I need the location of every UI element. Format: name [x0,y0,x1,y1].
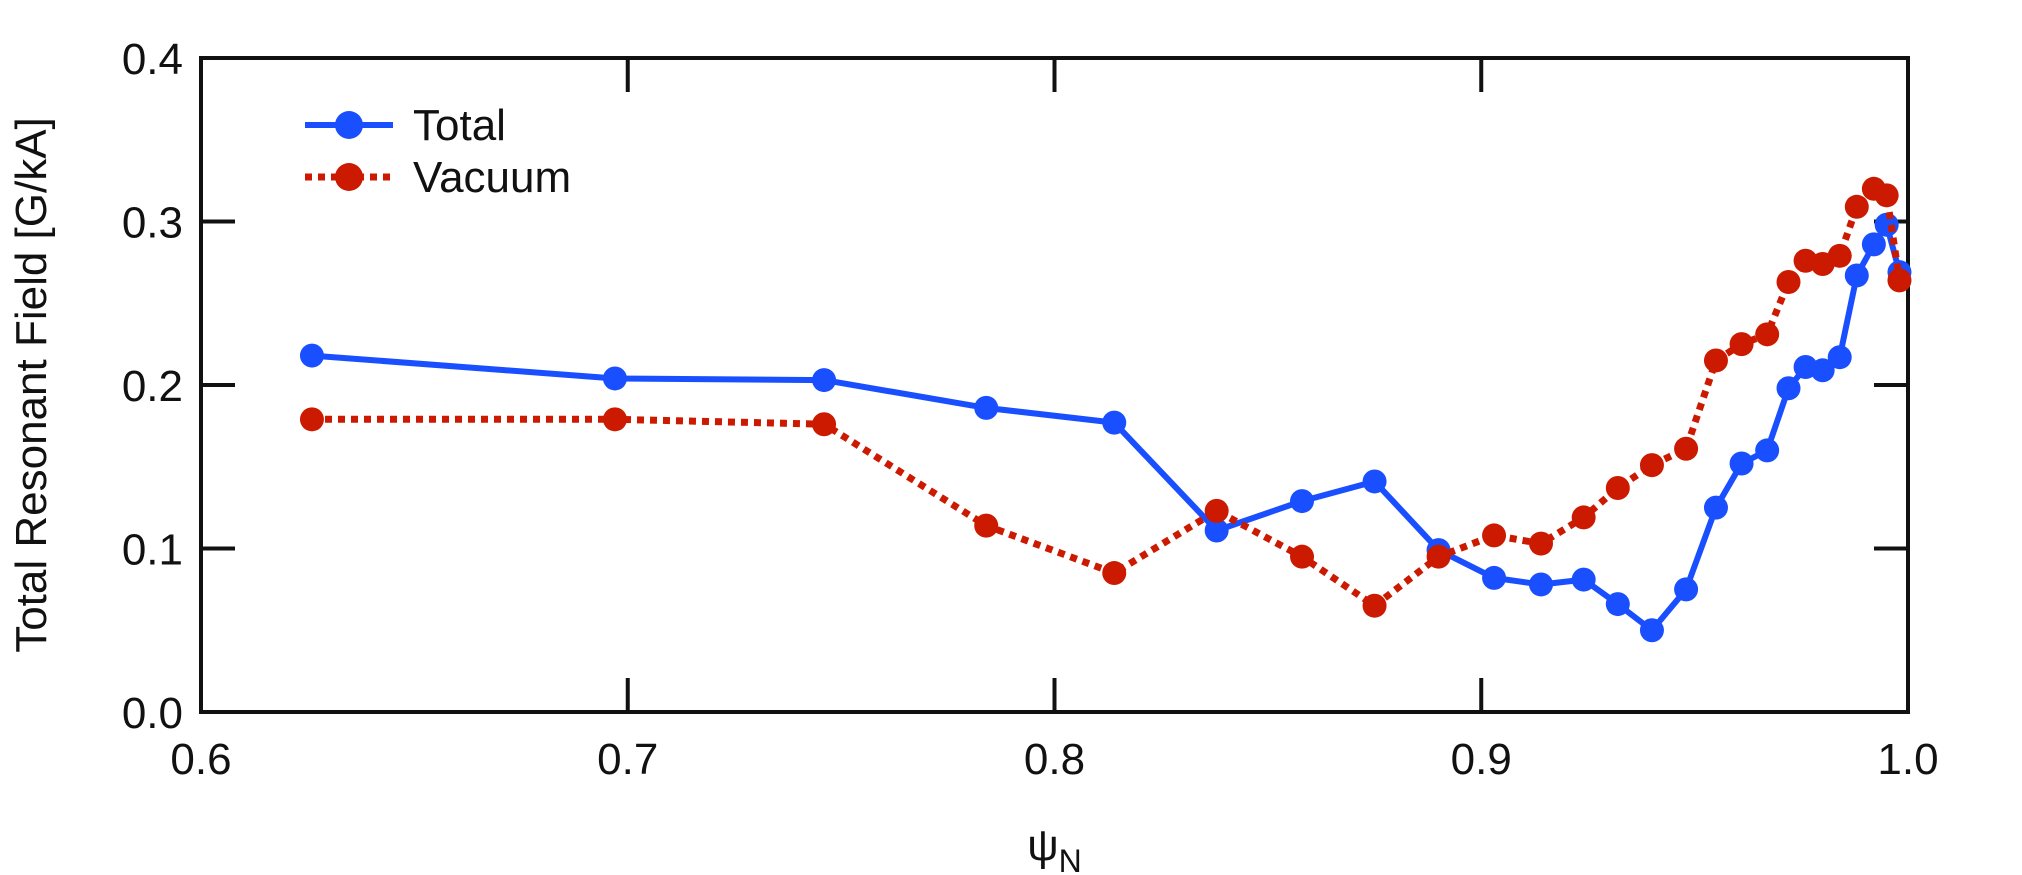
data-point-total [1729,451,1754,476]
x-tick-label: 0.6 [170,735,231,784]
data-point-total [1703,495,1728,520]
series-layer [299,176,1912,643]
x-tick-label: 1.0 [1877,735,1938,784]
data-point-vacuum [974,513,999,538]
data-point-total [1827,345,1852,370]
x-tick-label: 0.8 [1024,735,1085,784]
data-point-vacuum [1204,498,1229,523]
y-tick-label: 0.3 [122,199,183,248]
data-point-vacuum [1426,544,1451,569]
y-axis-title: Total Resonant Field [G/kA] [7,117,56,653]
data-point-vacuum [1605,476,1630,501]
x-tick-label: 0.7 [597,735,658,784]
data-point-vacuum [1703,348,1728,373]
x-tick-label: 0.9 [1451,735,1512,784]
data-point-total [1755,438,1780,463]
data-point-total [1571,567,1596,592]
data-point-vacuum [1755,322,1780,347]
data-point-vacuum [1874,183,1899,208]
legend-marker-vacuum [335,163,363,191]
data-point-total [1674,577,1699,602]
data-point-vacuum [1639,453,1664,478]
y-tick-label: 0.4 [122,35,183,84]
data-point-vacuum [1776,269,1801,294]
data-point-vacuum [1571,505,1596,530]
y-tick-label: 0.2 [122,362,183,411]
data-point-vacuum [1362,593,1387,618]
data-point-vacuum [1290,544,1315,569]
data-point-total [1861,232,1886,257]
data-point-total [974,395,999,420]
data-point-total [1844,263,1869,288]
legend-marker-total [335,111,363,139]
data-point-vacuum [602,407,627,432]
x-axis-title: ψN [1027,821,1081,875]
data-point-vacuum [299,407,324,432]
legend-entry-total: Total [305,101,506,150]
data-point-total [812,368,837,393]
data-point-vacuum [812,412,837,437]
x-axis-title-subscript: N [1059,843,1082,875]
data-point-vacuum [1528,531,1553,556]
data-point-total [1605,592,1630,617]
y-tick-label: 0.1 [122,526,183,575]
x-axis-title-main: ψ [1027,821,1058,870]
legend-label-total: Total [413,101,506,150]
data-point-total [1362,469,1387,494]
data-point-vacuum [1827,243,1852,268]
data-point-total [1290,489,1315,514]
y-tick-label: 0.0 [122,689,183,738]
data-point-total [299,343,324,368]
legend-entry-vacuum: Vacuum [305,153,571,202]
data-point-total [1528,572,1553,597]
data-point-total [1776,376,1801,401]
axes: 0.6 0.7 0.8 0.9 1.0 0.0 0.1 0.2 0.3 0.4 ψN Total Re… [7,35,1939,875]
data-point-vacuum [1482,523,1507,548]
series-line-vacuum [312,185,1903,610]
data-point-total [1639,618,1664,643]
data-point-vacuum [1674,436,1699,461]
data-point-vacuum [1729,332,1754,357]
data-point-vacuum [1102,561,1127,586]
data-point-total [1482,565,1507,590]
data-point-vacuum [1887,268,1912,293]
data-point-total [602,366,627,391]
data-point-vacuum [1844,194,1869,219]
legend-label-vacuum: Vacuum [413,153,571,202]
data-point-total [1810,358,1835,383]
data-point-total [1204,518,1229,543]
data-point-total [1102,410,1127,435]
